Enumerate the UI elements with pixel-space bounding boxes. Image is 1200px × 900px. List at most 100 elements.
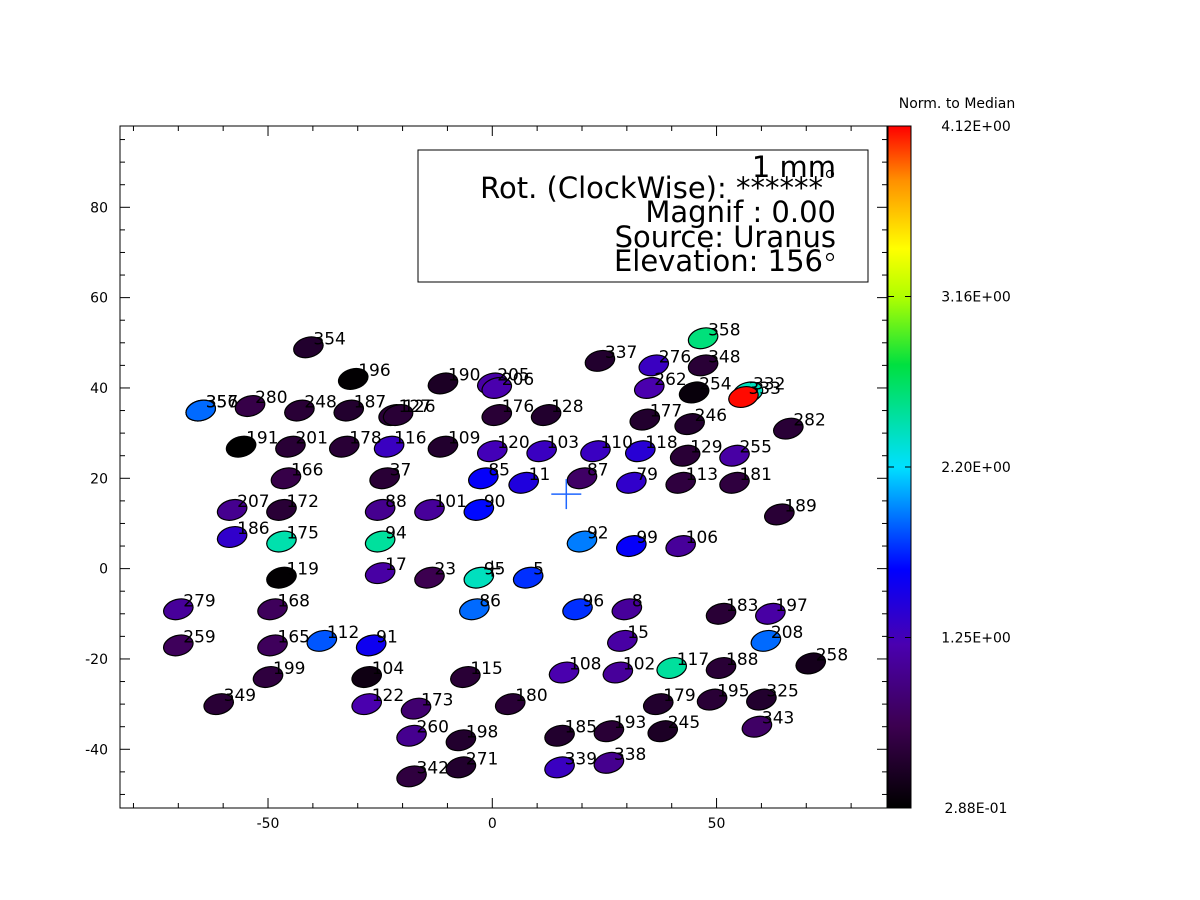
beam-245 [647, 720, 679, 743]
beam-label-354: 354 [313, 329, 345, 349]
beam-label-280: 280 [255, 388, 287, 408]
beam-label-248: 248 [304, 393, 336, 413]
beam-label-172: 172 [286, 492, 318, 512]
beam-91 [355, 634, 387, 657]
info-elevation: Elevation: 156 [614, 244, 823, 278]
beam-label-90: 90 [484, 492, 506, 512]
beam-106 [665, 535, 696, 558]
beam-276 [638, 354, 670, 377]
beam-label-356: 356 [206, 393, 238, 413]
beam-128 [530, 404, 562, 427]
beam-118 [624, 440, 656, 463]
colorbar-tick-label: 1.25E+00 [941, 631, 1011, 647]
beam-185 [544, 724, 575, 747]
beam-label-282: 282 [793, 411, 825, 431]
beam-label-196: 196 [358, 361, 390, 381]
info-source: Source: Uranus [615, 220, 836, 254]
beam-label-128: 128 [551, 397, 583, 417]
beam-343 [741, 715, 773, 738]
beam-11 [508, 471, 540, 494]
beam-191 [225, 435, 257, 458]
beam-label-178: 178 [349, 429, 381, 449]
beam-label-259: 259 [183, 627, 215, 647]
beam-label-191: 191 [246, 429, 278, 449]
beam-label-357: 357 [206, 393, 238, 413]
beam-label-85: 85 [488, 460, 510, 480]
beam-label-106: 106 [686, 528, 718, 548]
beam-label-262: 262 [654, 370, 686, 390]
beam-label-254: 254 [699, 374, 731, 394]
beam-label-358: 358 [708, 320, 740, 340]
y-tick-label: 60 [90, 291, 108, 307]
colorbar-tick-label: 4.12E+00 [941, 119, 1011, 135]
beam-label-99: 99 [636, 528, 658, 548]
beam-349 [203, 693, 234, 716]
beam-101 [414, 498, 445, 521]
beam-label-86: 86 [479, 591, 501, 611]
y-tick-label: 0 [99, 562, 108, 578]
beams-layer [162, 327, 827, 788]
beam-271 [445, 756, 477, 779]
beam-262 [633, 376, 665, 399]
beam-197 [755, 602, 786, 625]
beam-label-117: 117 [677, 650, 709, 670]
beam-label-271: 271 [466, 749, 498, 769]
beam-15 [607, 629, 638, 652]
beam-label-108: 108 [569, 655, 601, 675]
beam-246 [674, 413, 705, 436]
beam-label-17: 17 [385, 555, 407, 575]
beam-258 [795, 652, 827, 675]
beam-label-11: 11 [529, 465, 551, 485]
beam-label-113: 113 [686, 465, 718, 485]
x-tick-label: 50 [708, 816, 726, 832]
beam-176 [481, 404, 513, 427]
beam-190 [427, 372, 459, 395]
beam-label-91: 91 [376, 627, 398, 647]
beam-178 [328, 435, 360, 458]
beam-label-165: 165 [278, 627, 310, 647]
beam-label-37: 37 [390, 460, 412, 480]
beam-label-120: 120 [497, 433, 529, 453]
beam-17 [364, 562, 396, 585]
y-tick-label: 80 [90, 200, 108, 216]
beam-168 [257, 598, 288, 621]
beam-label-179: 179 [663, 686, 695, 706]
beam-342 [396, 765, 427, 788]
beam-label-79: 79 [636, 465, 658, 485]
beam-label-103: 103 [547, 433, 579, 453]
beam-label-173: 173 [421, 691, 453, 711]
beam-label-343: 343 [762, 709, 794, 729]
beam-325 [746, 688, 777, 711]
beam-196 [337, 367, 369, 390]
beam-116 [373, 435, 405, 458]
info-scale: 1 mm [752, 150, 836, 184]
info-box-frame [417, 149, 869, 283]
degree-symbol-icon [825, 169, 835, 179]
colorbar-tick-label: 2.20E+00 [941, 460, 1011, 476]
beam-label-206: 206 [502, 370, 534, 390]
beam-label-260: 260 [417, 718, 449, 738]
y-tick-label: -20 [85, 652, 108, 668]
beam-label-126: 126 [403, 397, 435, 417]
info-rotation: Rot. (ClockWise): ****** [480, 171, 823, 205]
beam-120 [476, 440, 508, 463]
beam-label-279: 279 [183, 591, 215, 611]
beam-label-198: 198 [466, 722, 498, 742]
beam-198 [445, 729, 477, 752]
beam-183 [705, 602, 737, 625]
beam-label-87: 87 [587, 460, 609, 480]
beam-label-205: 205 [497, 365, 529, 385]
beam-label-276: 276 [659, 347, 691, 367]
colorbar-title: Norm. to Median [899, 96, 1016, 112]
x-tick-label: 0 [488, 816, 497, 832]
beam-label-201: 201 [295, 429, 327, 449]
beam-186 [216, 525, 248, 549]
beam-label-181: 181 [739, 465, 771, 485]
beam-177 [629, 408, 661, 431]
beam-label-255: 255 [739, 438, 771, 458]
beam-label-189: 189 [784, 496, 816, 516]
beam-label-190: 190 [448, 365, 480, 385]
beam-8 [611, 598, 643, 621]
y-tick-label: 20 [90, 471, 108, 487]
beam-348 [687, 354, 719, 377]
